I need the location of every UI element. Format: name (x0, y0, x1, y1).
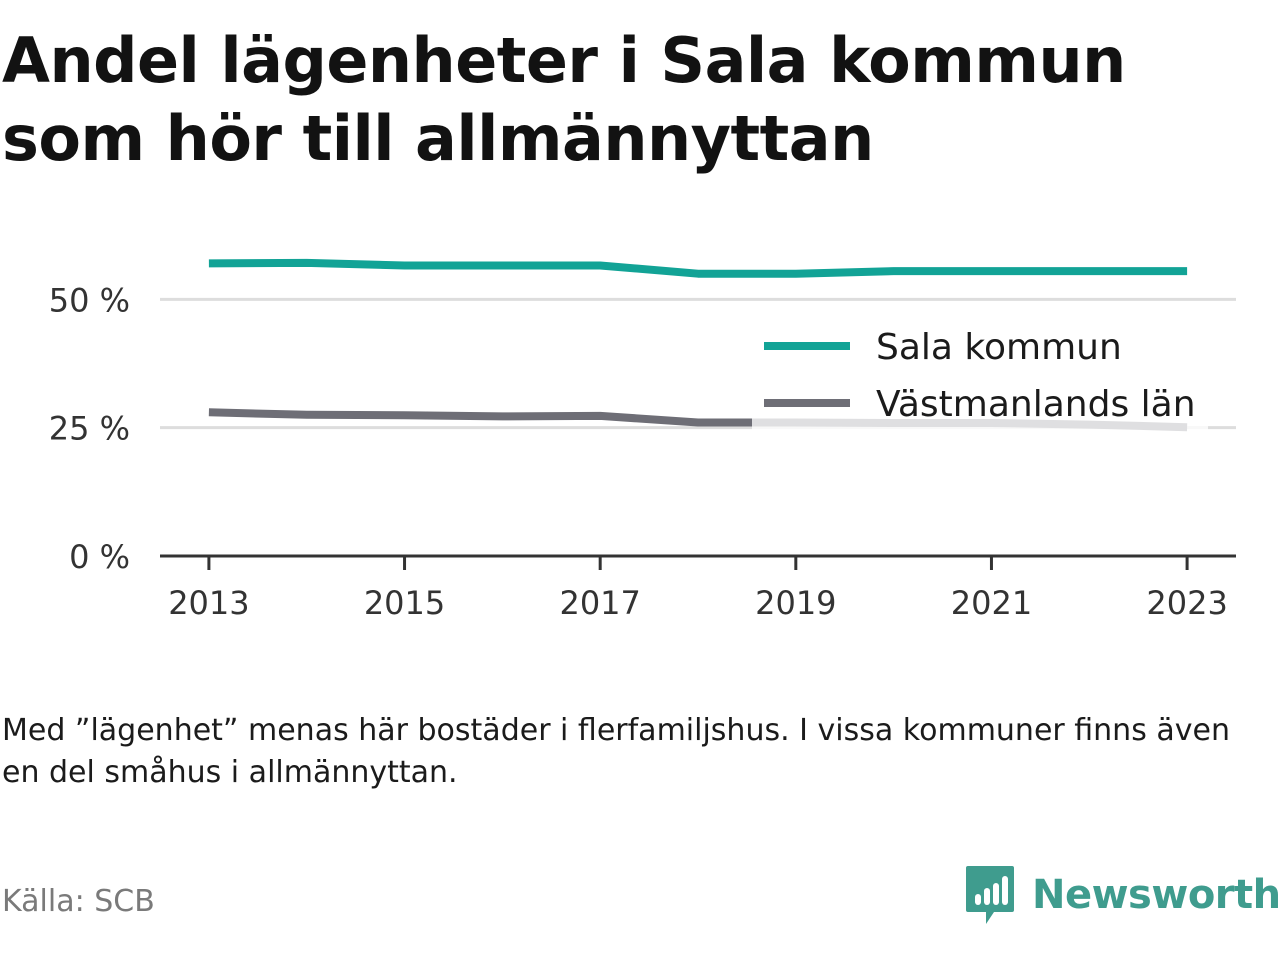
y-tick-label: 25 % (49, 410, 130, 448)
source-label: Källa: SCB (2, 884, 155, 919)
x-tick-label: 2023 (1146, 584, 1227, 622)
x-tick-label: 2019 (755, 584, 836, 622)
legend-label: Sala kommun (876, 327, 1122, 368)
x-tick-label: 2021 (951, 584, 1032, 622)
legend-label: Västmanlands län (876, 384, 1196, 425)
axes: 0 % 25 % 50 % 2013 2015 2017 2019 2021 2023 (49, 281, 1236, 622)
brand-logo: Newsworthy (964, 864, 1280, 926)
legend: Sala kommun Västmanlands län (752, 326, 1208, 434)
chart-title: Andel lägenheter i Sala kommun som hör t… (2, 24, 1126, 175)
y-tick-label: 0 % (69, 538, 130, 576)
chart-note: Med ”lägenhet” menas här bostäder i fler… (2, 713, 1230, 790)
x-tick-label: 2013 (168, 584, 249, 622)
brand-name: Newsworthy (1032, 872, 1280, 918)
y-tick-label: 50 % (49, 281, 130, 319)
series-line (208, 258, 1188, 278)
x-tick-label: 2017 (559, 584, 640, 622)
newsworthy-logo-icon (966, 866, 1014, 924)
x-tick-label: 2015 (364, 584, 445, 622)
